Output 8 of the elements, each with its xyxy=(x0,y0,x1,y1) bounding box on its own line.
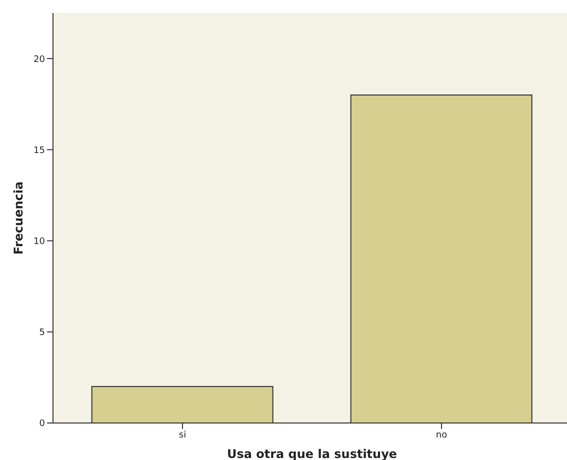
y-tick-label: 10 xyxy=(34,236,46,247)
y-axis-title: Frecuencia xyxy=(11,181,26,255)
y-tick-label: 5 xyxy=(39,328,45,338)
y-tick-label: 0 xyxy=(39,419,46,430)
y-tick-label: 20 xyxy=(34,54,46,65)
x-tick-label: no xyxy=(436,430,448,440)
x-tick-label: si xyxy=(178,430,186,440)
y-tick-label: 15 xyxy=(34,146,45,156)
